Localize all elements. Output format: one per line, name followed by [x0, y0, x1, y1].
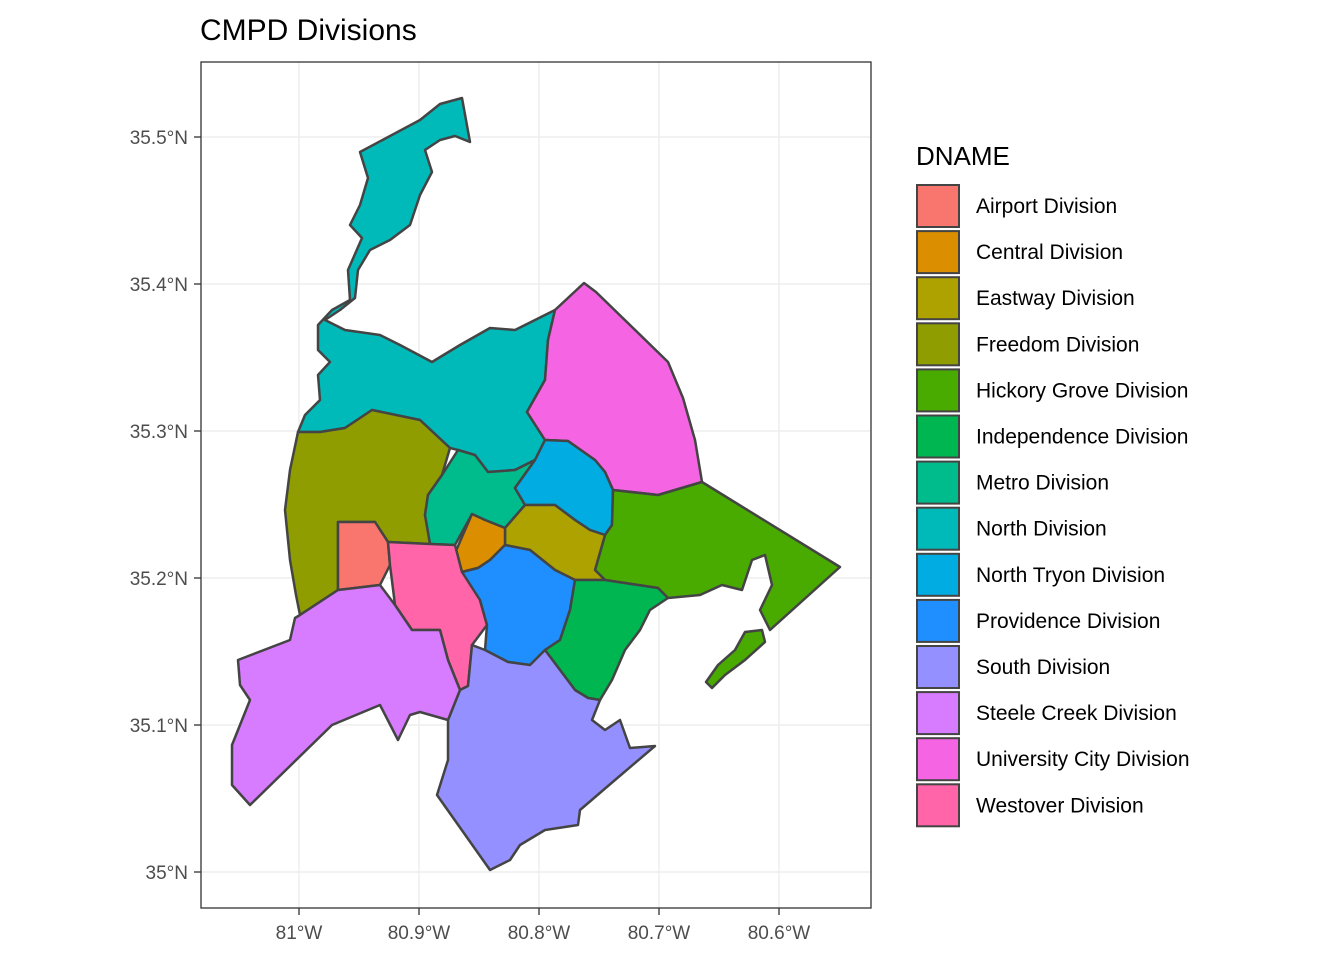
legend-key [916, 737, 960, 782]
legend-item: Freedom Division [916, 322, 1139, 367]
region-hickory-grove-exclave[interactable] [704, 628, 767, 690]
y-tick-label: 35.1°N [130, 716, 188, 737]
y-tick-labels: 35.5°N 35.4°N 35.3°N 35.2°N 35.1°N 35°N [130, 128, 188, 884]
region-steele-creek-division[interactable] [230, 583, 462, 807]
legend-item: North Division [916, 506, 1107, 551]
legend-item: Eastway Division [916, 276, 1135, 321]
legend-title: DNAME [916, 141, 1010, 171]
x-tick-labels: 81°W 80.9°W 80.8°W 80.7°W 80.6°W [276, 923, 811, 944]
x-tick-label: 81°W [276, 923, 323, 944]
legend-label: Eastway Division [976, 287, 1135, 310]
y-tick-label: 35°N [146, 863, 188, 884]
legend-item: Metro Division [916, 460, 1109, 505]
legend-item: Central Division [916, 230, 1123, 275]
region-independence-division[interactable] [543, 578, 670, 702]
legend-key [916, 276, 960, 321]
legend-label: Hickory Grove Division [976, 379, 1188, 402]
legend-item: Westover Division [916, 783, 1144, 828]
legend-label: North Division [976, 518, 1107, 541]
legend-key [916, 645, 960, 689]
map-panel [200, 61, 872, 909]
legend-key [916, 368, 960, 413]
legend-item: North Tryon Division [916, 552, 1165, 597]
legend-item: South Division [916, 645, 1110, 689]
legend-key [916, 783, 960, 828]
legend: DNAME Airport Division Central Division Ea… [916, 141, 1190, 828]
legend-item: Hickory Grove Division [916, 368, 1188, 413]
legend-key [916, 691, 960, 736]
map-title: CMPD Divisions [200, 14, 417, 47]
x-tick-label: 80.8°W [508, 923, 571, 944]
y-tick-label: 35.3°N [130, 422, 188, 443]
legend-label: Central Division [976, 241, 1123, 264]
legend-label: Steele Creek Division [976, 702, 1177, 725]
legend-key [916, 322, 960, 367]
legend-key [916, 184, 960, 228]
x-tick-label: 80.6°W [748, 923, 811, 944]
y-axis [194, 136, 201, 873]
legend-key [916, 506, 960, 551]
y-tick-label: 35.2°N [130, 569, 188, 590]
legend-key [916, 414, 960, 459]
legend-key [916, 552, 960, 597]
y-tick-label: 35.4°N [130, 275, 188, 296]
x-tick-label: 80.7°W [628, 923, 691, 944]
panel-border [200, 61, 872, 909]
legend-label: University City Division [976, 748, 1190, 771]
legend-label: Freedom Division [976, 333, 1139, 356]
legend-label: South Division [976, 656, 1110, 679]
region-south-division[interactable] [435, 643, 657, 872]
x-tick-label: 80.9°W [388, 923, 451, 944]
legend-key [916, 598, 960, 643]
legend-item: Providence Division [916, 598, 1160, 643]
legend-item: Steele Creek Division [916, 691, 1177, 736]
legend-item: Independence Division [916, 414, 1188, 459]
region-airport-division[interactable] [336, 520, 392, 592]
legend-label: North Tryon Division [976, 564, 1165, 587]
legend-item: University City Division [916, 737, 1190, 782]
x-axis [298, 908, 780, 915]
legend-label: Providence Division [976, 610, 1160, 633]
legend-label: Metro Division [976, 472, 1109, 495]
legend-key [916, 460, 960, 505]
legend-key [916, 230, 960, 275]
legend-label: Airport Division [976, 195, 1117, 218]
legend-label: Westover Division [976, 794, 1144, 817]
legend-label: Independence Division [976, 426, 1188, 449]
legend-item: Airport Division [916, 184, 1117, 228]
division-regions [230, 96, 842, 872]
y-tick-label: 35.5°N [130, 128, 188, 149]
